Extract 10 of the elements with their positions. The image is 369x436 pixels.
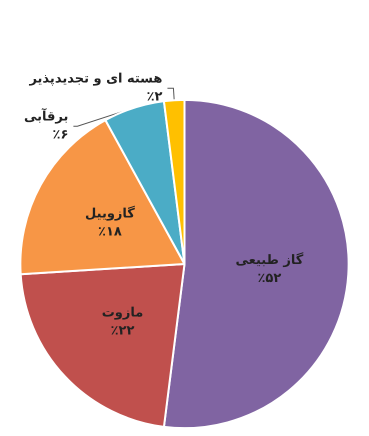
slice-label: گاز طبیعی <box>236 252 304 268</box>
data-label: ٪۱۸ <box>98 224 122 240</box>
slice-label: مازوت <box>102 306 144 321</box>
data-label: ٪۶ <box>52 128 68 143</box>
slice-label: برقآبی <box>24 108 68 125</box>
data-label: ٪۵۲ <box>258 270 282 286</box>
data-label: ٪۲۲ <box>110 324 134 339</box>
slice-label: گازوییل <box>85 206 136 222</box>
data-label: ٪۲ <box>146 90 162 105</box>
slice-label: هسته ای و تجدیدپذیر <box>28 72 162 87</box>
